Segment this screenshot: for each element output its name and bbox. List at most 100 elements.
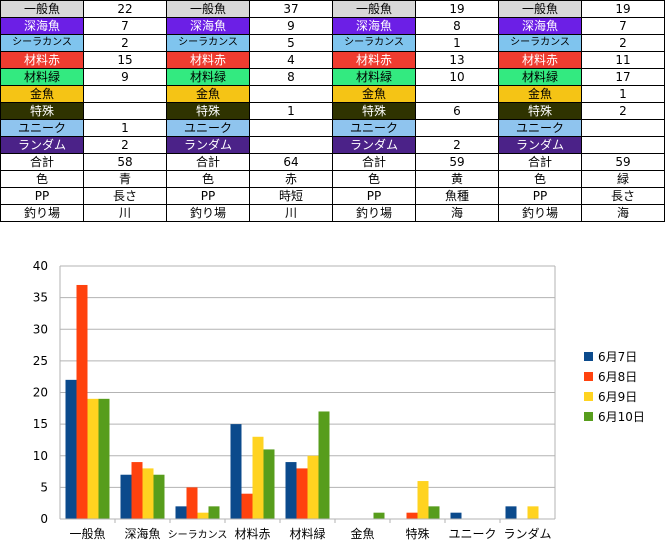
value-cell: [415, 85, 499, 103]
row-label-cell: 材料赤: [0, 51, 84, 69]
table-row: ランダム 2 ランダム ランダム 2 ランダム: [0, 136, 665, 154]
legend-label: 6月9日: [598, 390, 637, 404]
table-row: 材料赤 15 材料赤 4 材料赤 13 材料赤 11: [0, 51, 665, 69]
row-label-cell: PP: [498, 187, 582, 205]
value-cell: 4: [249, 51, 333, 69]
value-cell: 1: [581, 85, 665, 103]
value-cell: 時短: [249, 187, 333, 205]
table-row: 金魚 金魚 金魚 金魚 1: [0, 85, 665, 103]
table-row: 材料緑 9 材料緑 8 材料緑 10 材料緑 17: [0, 68, 665, 86]
value-cell: 2: [83, 136, 167, 154]
value-cell: [415, 119, 499, 137]
legend-label: 6月8日: [598, 370, 637, 384]
x-tick-label: シーラカンス: [168, 529, 228, 541]
legend-label: 6月7日: [598, 350, 637, 364]
legend-swatch: [584, 372, 593, 381]
value-cell: 19: [581, 0, 665, 18]
value-cell: 2: [581, 34, 665, 52]
value-cell: [83, 102, 167, 120]
row-label-cell: 釣り場: [166, 204, 250, 222]
value-cell: 緑: [581, 170, 665, 188]
value-cell: 37: [249, 0, 333, 18]
x-tick-label: ユニーク: [448, 527, 496, 541]
value-cell: 11: [581, 51, 665, 69]
value-cell: [249, 85, 333, 103]
bar-chart: 0 5 10 15 20 25 30 35 40 一般魚 深海魚 シーラカンス 材料赤 材料緑 金魚 特殊 ユ…: [33, 259, 645, 541]
y-tick-label: 0: [40, 512, 48, 526]
row-label-cell: ランダム: [332, 136, 416, 154]
bar: [142, 468, 154, 519]
bar: [505, 506, 517, 519]
value-cell: 59: [581, 153, 665, 171]
row-label-cell: 深海魚: [498, 17, 582, 35]
axes: [59, 266, 556, 523]
value-cell: 川: [249, 204, 333, 222]
row-label-cell: 釣り場: [332, 204, 416, 222]
value-cell: 7: [581, 17, 665, 35]
value-cell: 64: [249, 153, 333, 171]
row-label-cell: 材料緑: [332, 68, 416, 86]
value-cell: [581, 119, 665, 137]
y-tick-label: 30: [33, 322, 48, 336]
row-label-cell: 特殊: [332, 102, 416, 120]
row-label-cell: 金魚: [332, 85, 416, 103]
value-cell: 長さ: [83, 187, 167, 205]
value-cell: 8: [415, 17, 499, 35]
value-cell: 22: [83, 0, 167, 18]
value-cell: 6: [415, 102, 499, 120]
row-label-cell: ランダム: [498, 136, 582, 154]
value-cell: 5: [249, 34, 333, 52]
table-body: 一般魚 22 一般魚 37 一般魚 19 一般魚 19 深海魚 7 深海魚 9 深海魚 8 深海魚 7 シーラカ…: [0, 0, 665, 222]
table-row: ユニーク 1 ユニーク ユニーク ユニーク: [0, 119, 665, 137]
y-tick-label: 40: [33, 259, 48, 273]
row-label-cell: 一般魚: [0, 0, 84, 18]
table-row: 特殊 特殊 1 特殊 6 特殊 2: [0, 102, 665, 120]
row-label-cell: PP: [332, 187, 416, 205]
row-label-cell: 合計: [0, 153, 84, 171]
value-cell: 1: [415, 34, 499, 52]
value-cell: [249, 119, 333, 137]
bar: [296, 468, 308, 519]
row-label-cell: ユニーク: [0, 119, 84, 137]
value-cell: 2: [581, 102, 665, 120]
value-cell: 13: [415, 51, 499, 69]
value-cell: 1: [249, 102, 333, 120]
bar: [417, 481, 429, 519]
bars: [65, 284, 539, 519]
row-label-cell: シーラカンス: [166, 34, 250, 52]
value-cell: 1: [83, 119, 167, 137]
row-label-cell: ユニーク: [498, 119, 582, 137]
row-label-cell: 釣り場: [498, 204, 582, 222]
bar: [252, 436, 264, 519]
table-row: シーラカンス 2 シーラカンス 5 シーラカンス 1 シーラカンス 2: [0, 34, 665, 52]
row-label-cell: 深海魚: [332, 17, 416, 35]
bar: [373, 512, 385, 519]
bar: [307, 455, 319, 519]
row-label-cell: 合計: [166, 153, 250, 171]
row-label-cell: ランダム: [166, 136, 250, 154]
x-tick-label: 特殊: [405, 526, 429, 541]
value-cell: 17: [581, 68, 665, 86]
row-label-cell: 材料赤: [166, 51, 250, 69]
row-label-cell: 一般魚: [498, 0, 582, 18]
row-label-cell: PP: [166, 187, 250, 205]
y-tick-label: 20: [33, 386, 48, 400]
y-tick-label: 15: [33, 417, 48, 431]
data-table: 一般魚 22 一般魚 37 一般魚 19 一般魚 19 深海魚 7 深海魚 9 深海魚 8 深海魚 7 シーラカ…: [0, 0, 665, 222]
row-label-cell: 一般魚: [332, 0, 416, 18]
row-label-cell: 金魚: [0, 85, 84, 103]
row-label-cell: 一般魚: [166, 0, 250, 18]
row-label-cell: 深海魚: [0, 17, 84, 35]
y-tick-label: 10: [33, 449, 48, 463]
bar: [87, 398, 99, 519]
bar: [428, 506, 440, 519]
value-cell: 2: [415, 136, 499, 154]
row-label-cell: シーラカンス: [498, 34, 582, 52]
bar: [241, 493, 253, 519]
y-tick-label: 25: [33, 354, 48, 368]
row-label-cell: PP: [0, 187, 84, 205]
row-label-cell: シーラカンス: [332, 34, 416, 52]
bar: [263, 449, 275, 519]
table-row: 合計 58 合計 64 合計 59 合計 59: [0, 153, 665, 171]
value-cell: 赤: [249, 170, 333, 188]
